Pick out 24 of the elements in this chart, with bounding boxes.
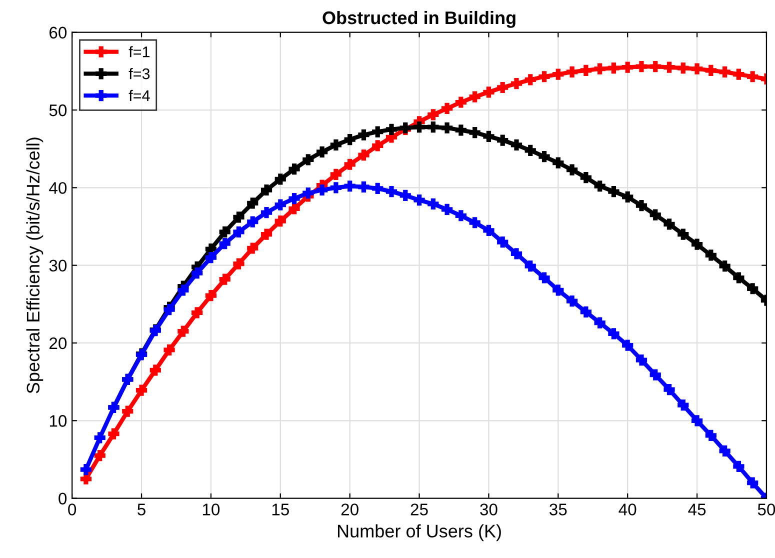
legend-label: f=3 (128, 68, 150, 80)
x-tick-label: 30 (480, 504, 498, 516)
chart-title: Obstructed in Building (322, 10, 516, 28)
x-tick-label: 0 (68, 504, 76, 516)
y-tick-label: 20 (50, 337, 67, 350)
y-tick-label: 10 (50, 415, 67, 427)
x-tick-label: 50 (758, 504, 775, 516)
x-tick-label: 35 (550, 504, 567, 516)
x-axis-title: Number of Users (K) (338, 524, 501, 542)
x-tick-label: 10 (202, 504, 220, 516)
y-tick-label: 50 (49, 104, 67, 116)
y-tick-label: 30 (49, 260, 67, 272)
y-tick-label: 0 (58, 492, 67, 504)
legend-label: f=1 (128, 46, 150, 58)
y-tick-label: 60 (50, 26, 67, 39)
x-tick-label: 40 (618, 504, 636, 516)
x-tick-label: 15 (272, 504, 289, 516)
x-tick-label: 25 (410, 504, 428, 516)
x-tick-label: 5 (138, 504, 146, 516)
y-axis-title: Spectral Efficiency (bit/s/Hz/cell) (26, 138, 44, 394)
legend-label: f=4 (128, 90, 150, 101)
y-tick-label: 40 (49, 182, 67, 194)
x-tick-label: 45 (688, 504, 706, 516)
x-tick-label: 20 (341, 504, 358, 516)
